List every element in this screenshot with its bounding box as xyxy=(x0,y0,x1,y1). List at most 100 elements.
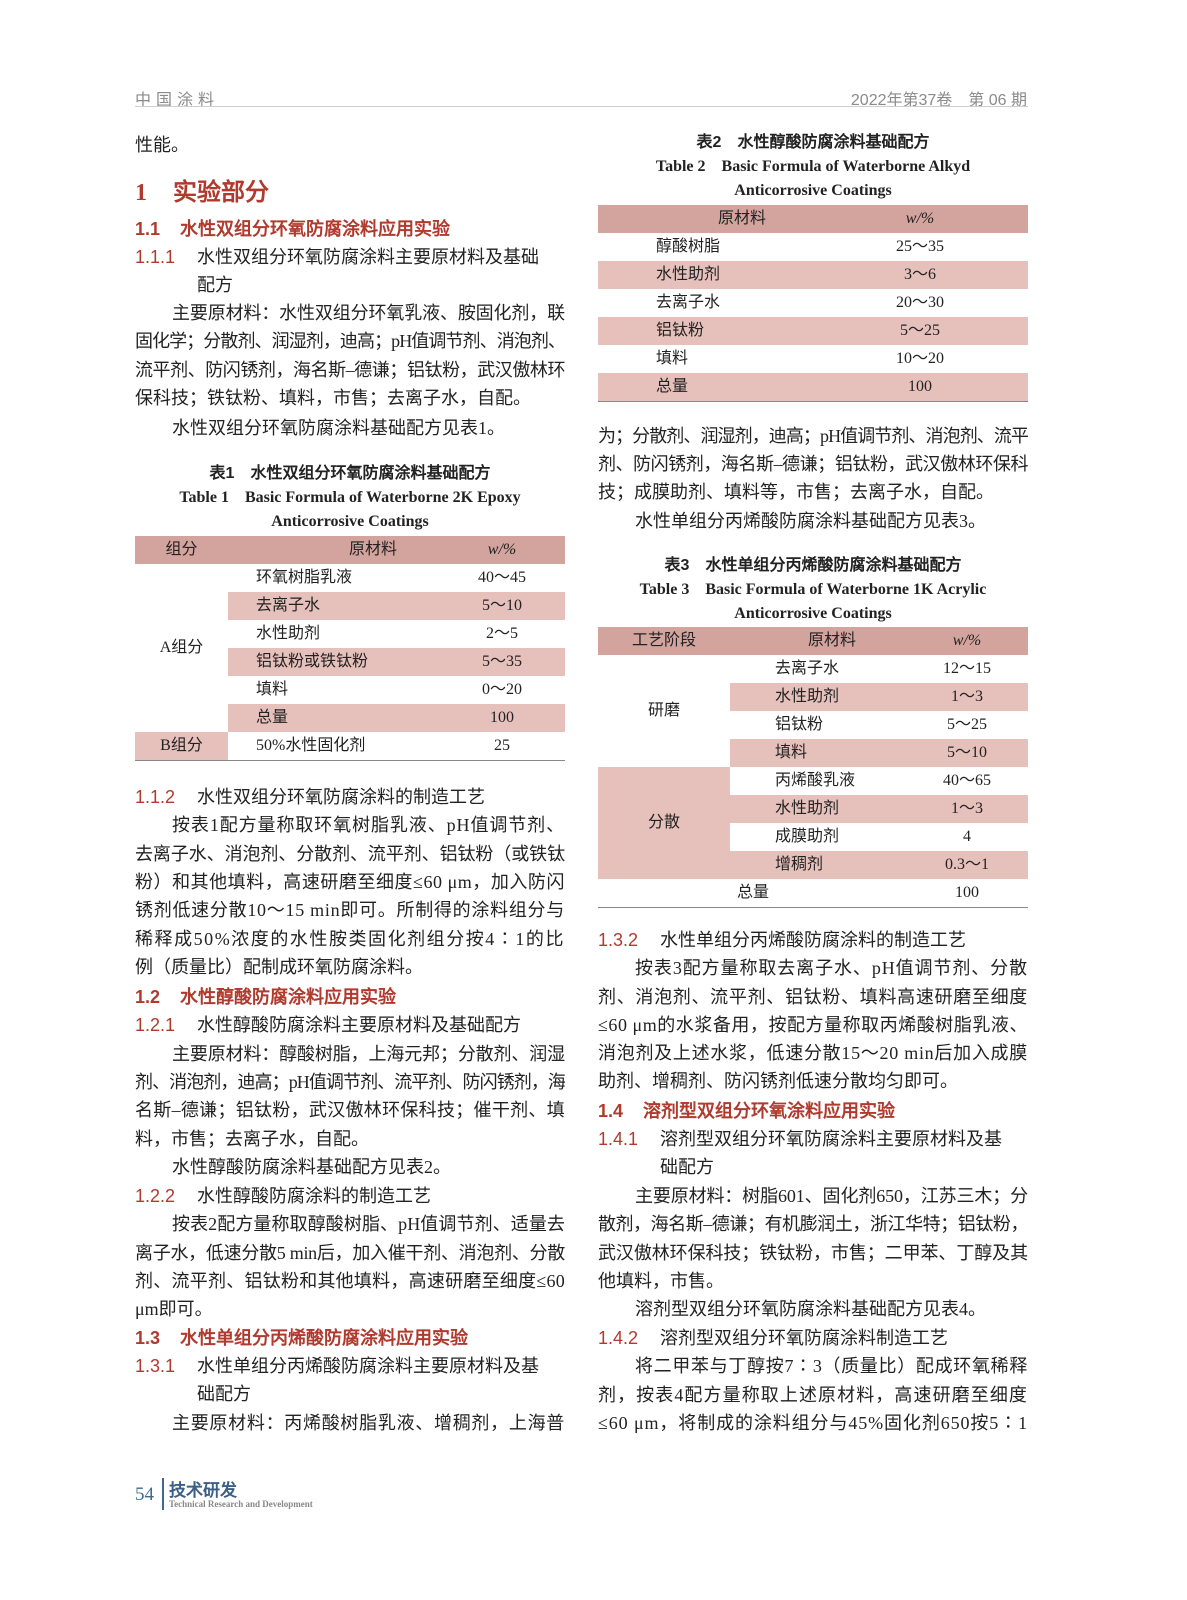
subsubsection-heading: 水性单组分丙烯酸防腐涂料主要原材料及基 xyxy=(197,1356,539,1376)
table-cell-value: 10～20 xyxy=(895,350,944,367)
subsubsection-number: 1.3.2 xyxy=(598,930,639,950)
table-cell-value: 5～10 xyxy=(481,597,522,614)
table-header-bg xyxy=(598,627,1028,655)
table-caption-en: Table 2 Basic Formula of Waterborne Alky… xyxy=(655,158,971,175)
table-header-cell: w/% xyxy=(905,210,935,227)
paragraph-line: 去离子水、消泡剂、分散剂、流平剂、铝钛粉（或铁钛 xyxy=(135,844,565,864)
table-cell-value: 20～30 xyxy=(895,294,944,311)
paragraph-line: 他填料，市售。 xyxy=(598,1271,724,1291)
subsubsection-number: 1.1.1 xyxy=(135,247,176,267)
table-cell-material: 水性助剂 xyxy=(656,266,721,283)
paragraph-line: 料，市售；去离子水，自配。 xyxy=(135,1129,369,1149)
paragraph-line: 为；分散剂、润湿剂，迪高；pH值调节剂、消泡剂、流平 xyxy=(598,426,1028,446)
table-header-cell: 组分 xyxy=(165,541,198,558)
table-caption-en: Table 1 Basic Formula of Waterborne 2K E… xyxy=(179,489,521,506)
paragraph-line: 将二甲苯与丁醇按7∶3（质量比）配成环氧稀释 xyxy=(635,1356,1028,1376)
table-row-bg xyxy=(730,739,1028,767)
paragraph-line: 按表3配方量称取去离子水、pH值调节剂、分散 xyxy=(635,958,1028,978)
subsubsection-heading: 础配方 xyxy=(660,1157,714,1177)
section-heading-number: 1 xyxy=(135,180,147,206)
table-cell-value: 0～20 xyxy=(481,681,522,698)
table-cell-value: 5～10 xyxy=(946,744,987,761)
paragraph-line: 剂，按表4配方量称取上述原材料，高速研磨至细度 xyxy=(598,1385,1028,1405)
subsubsection-heading: 础配方 xyxy=(197,1384,251,1404)
table-header-cell: 工艺阶段 xyxy=(631,632,696,649)
paragraph-line: ≤60 μm的水浆备用，按配方量称取丙烯酸树脂乳液、 xyxy=(598,1015,1028,1035)
table-header-bg xyxy=(598,205,1028,233)
table-group-label: 研磨 xyxy=(647,702,680,719)
table-cell-value: 1～3 xyxy=(950,800,983,817)
subsection-heading: 水性醇酸防腐涂料应用实验 xyxy=(180,987,396,1007)
table-caption-en: Anticorrosive Coatings xyxy=(734,605,892,622)
table-total-value: 100 xyxy=(955,884,979,901)
paragraph-line: 散剂，海名斯–德谦；有机膨润土，浙江华特；铝钛粉， xyxy=(598,1214,1028,1234)
paragraph-line: 武汉傲林环保科技；铁钛粉，市售；二甲苯、丁醇及其 xyxy=(598,1243,1028,1263)
table-cell-material: 醇酸树脂 xyxy=(656,238,721,255)
table-cell-material: 增稠剂 xyxy=(775,856,824,873)
paragraph-line: μm即可。 xyxy=(135,1299,213,1319)
table-row-bg xyxy=(730,795,1028,823)
table-group-bg xyxy=(598,767,730,879)
paragraph-line: 性能。 xyxy=(135,135,189,155)
table-cell-value: 0.3～1 xyxy=(944,856,989,873)
subsection-number: 1.3 xyxy=(135,1328,161,1348)
subsection-heading: 水性双组分环氧防腐涂料应用实验 xyxy=(180,219,450,239)
paragraph-line: 流平剂、防闪锈剂，海名斯–德谦；铝钛粉，武汉傲林环 xyxy=(135,360,565,380)
paragraph-line: 主要原材料：醇酸树脂，上海元邦；分散剂、润湿 xyxy=(172,1044,565,1064)
subsubsection-heading: 水性双组分环氧防腐涂料主要原材料及基础 xyxy=(197,247,539,267)
paragraph-line: 助剂、增稠剂、防闪锈剂低速分散均匀即可。 xyxy=(598,1071,958,1091)
paragraph-line: 主要原材料：丙烯酸树脂乳液、增稠剂，上海普 xyxy=(172,1413,565,1433)
table-row-bg xyxy=(598,373,1028,401)
table-cell-material: 水性助剂 xyxy=(775,688,840,705)
table-cell-material: 50%水性固化剂 xyxy=(256,737,366,754)
subsection-heading: 水性单组分丙烯酸防腐涂料应用实验 xyxy=(180,1328,468,1348)
table-caption-cn: 表1 水性双组分环氧防腐涂料基础配方 xyxy=(209,465,491,482)
footer-divider xyxy=(162,1478,164,1510)
table-header-cell: w/% xyxy=(952,632,982,649)
subsubsection-number: 1.4.1 xyxy=(598,1129,639,1149)
paragraph-line: ≤60 μm，将制成的涂料组分与45%固化剂650按5∶1 xyxy=(598,1413,1028,1433)
subsubsection-heading: 配方 xyxy=(197,275,233,295)
paragraph-line: 技；成膜助剂、填料等，市售；去离子水，自配。 xyxy=(598,482,994,502)
subsection-number: 1.4 xyxy=(598,1101,624,1121)
paragraph-line: 剂、消泡剂、流平剂、铝钛粉、填料高速研磨至细度 xyxy=(598,987,1028,1007)
paragraph-line: 锈剂低速分散10～15 min即可。所制得的涂料组分与 xyxy=(135,900,565,920)
subsubsection-heading: 溶剂型双组分环氧防腐涂料制造工艺 xyxy=(660,1328,948,1348)
paragraph-line: 离子水，低速分散5 min后，加入催干剂、消泡剂、分散 xyxy=(135,1243,565,1263)
table-cell-value: 100 xyxy=(490,709,514,726)
subsubsection-heading: 水性醇酸防腐涂料的制造工艺 xyxy=(197,1186,431,1206)
table-row-bg xyxy=(228,648,565,676)
subsection-number: 1.1 xyxy=(135,219,161,239)
subsubsection-number: 1.4.2 xyxy=(598,1328,639,1348)
paragraph-line: 粉）和其他填料，高速研磨至细度≤60 μm，加入防闪 xyxy=(135,872,565,892)
table-cell-material: 铝钛粉或铁钛粉 xyxy=(256,653,369,670)
table-cell-value: 5～35 xyxy=(481,653,522,670)
paragraph-line: 名斯–德谦；铝钛粉，武汉傲林环保科技；催干剂、填 xyxy=(135,1100,565,1120)
table-cell-material: 填料 xyxy=(656,350,689,367)
subsubsection-number: 1.2.2 xyxy=(135,1186,176,1206)
table-cell-material: 环氧树脂乳液 xyxy=(256,569,353,586)
subsubsection-heading: 溶剂型双组分环氧防腐涂料主要原材料及基 xyxy=(660,1129,1002,1149)
table-cell-material: 水性助剂 xyxy=(775,800,840,817)
header-divider xyxy=(135,106,1028,107)
issue-info: 2022年第37卷 第 06 期 xyxy=(850,92,1027,109)
table-cell-material: 去离子水 xyxy=(775,660,840,677)
table-cell-material: 填料 xyxy=(775,744,808,761)
table-row-bg xyxy=(730,683,1028,711)
table-row-bg xyxy=(598,317,1028,345)
table-bottom-rule xyxy=(598,401,1028,402)
table-cell-value: 5～25 xyxy=(946,716,987,733)
journal-name: 中国涂料 xyxy=(135,92,220,109)
section-title-cn: 技术研发 xyxy=(169,1481,237,1500)
paragraph-line: 水性双组分环氧防腐涂料基础配方见表1。 xyxy=(172,418,505,438)
table-cell-value: 2～5 xyxy=(485,625,518,642)
table-caption-cn: 表2 水性醇酸防腐涂料基础配方 xyxy=(696,134,930,151)
table-caption-cn: 表3 水性单组分丙烯酸防腐涂料基础配方 xyxy=(664,557,962,574)
table-header-cell: 原材料 xyxy=(807,632,856,649)
paragraph-line: 例（质量比）配制成环氧防腐涂料。 xyxy=(135,957,423,977)
table-group-label: 分散 xyxy=(647,814,680,831)
table-cell-material: 总量 xyxy=(656,378,689,395)
table-header-cell: w/% xyxy=(487,541,517,558)
table-header-cell: 原材料 xyxy=(717,210,766,227)
table-cell-value: 25 xyxy=(494,737,510,754)
